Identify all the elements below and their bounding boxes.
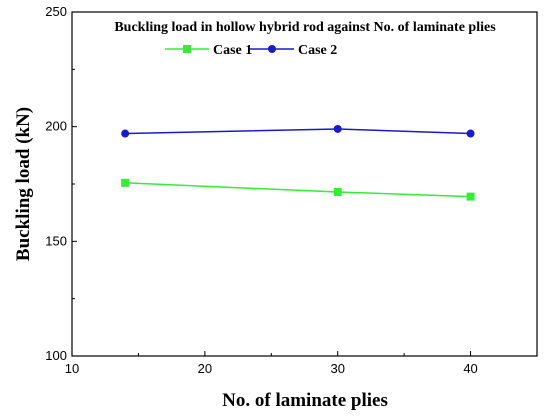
y-tick-label: 150 [45,233,67,248]
y-tick-label: 200 [45,119,67,134]
legend-marker [268,45,276,53]
series-line [125,128,471,135]
x-tick-label: 10 [65,361,79,376]
legend-item-case-1: Case 1 [165,43,252,58]
data-point [466,192,475,201]
x-tick-label: 20 [198,361,212,376]
series-layer [121,124,475,201]
series-line [125,182,471,198]
data-point [466,129,475,138]
x-tick-label: 40 [463,361,477,376]
legend: Case 1 Case 2 [165,43,337,58]
y-axis-ticks: 100 150 200 250 [45,4,77,363]
x-tick-label: 30 [330,361,344,376]
legend-label: Case 1 [213,43,252,58]
legend-item-case-2: Case 2 [250,43,337,58]
data-point [333,188,342,197]
x-axis-ticks: 10 20 30 40 [65,351,478,376]
y-tick-label: 100 [45,348,67,363]
series-case-2 [121,124,475,138]
legend-marker [183,45,191,53]
data-point [121,178,130,187]
legend-label: Case 2 [298,43,337,58]
x-axis-title: No. of laminate plies [222,390,388,411]
data-point [121,129,130,138]
series-case-1 [121,178,475,201]
y-axis-title: Buckling load (kN) [13,107,34,261]
y-tick-label: 250 [45,4,67,19]
data-point [333,124,342,133]
chart-title: Buckling load in hollow hybrid rod again… [114,20,496,35]
